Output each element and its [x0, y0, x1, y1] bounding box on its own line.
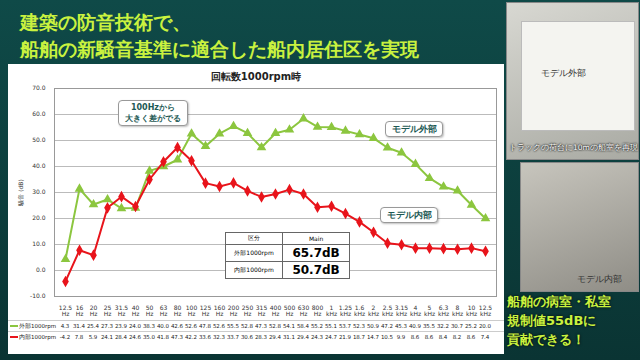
- svg-text:30.0: 30.0: [32, 188, 46, 195]
- svg-text:250Hz: 250Hz: [242, 304, 254, 317]
- svg-text:3.15kHz: 3.15kHz: [395, 304, 409, 317]
- html-text:モデル外部: モデル外部: [541, 68, 586, 78]
- html-text:トラックの荷台に10mの船室を再現: トラックの荷台に10mの船室を再現: [509, 143, 638, 152]
- svg-text:160Hz: 160Hz: [214, 304, 226, 317]
- svg-text:2.5kHz: 2.5kHz: [382, 304, 393, 317]
- html-text:内部1000rpm: 内部1000rpm: [234, 265, 274, 273]
- html-text:モデル内部: モデル内部: [386, 210, 432, 220]
- svg-text:12.5Hz: 12.5Hz: [59, 304, 73, 317]
- svg-text:100Hz: 100Hz: [186, 304, 198, 317]
- html-text:モデル外部: モデル外部: [391, 124, 437, 134]
- svg-text:1.6kHz: 1.6kHz: [354, 304, 365, 317]
- html-text:7.4: 7.4: [480, 334, 490, 340]
- svg-text:-10.0: -10.0: [30, 292, 46, 299]
- html-text:100Hzから 大きく差がでる: 100Hzから 大きく差がでる: [125, 103, 181, 123]
- html-text:建築の防音技術で、: 建築の防音技術で、: [20, 11, 191, 33]
- html-text:8.2: 8.2: [452, 334, 462, 340]
- svg-text:5kHz: 5kHz: [424, 304, 435, 317]
- html-text:回転数1000rpm時: 回転数1000rpm時: [210, 71, 302, 82]
- svg-text:125Hz: 125Hz: [200, 304, 212, 317]
- html-text:8.6: 8.6: [424, 334, 434, 340]
- svg-text:50.0: 50.0: [32, 136, 46, 143]
- svg-text:2kHz: 2kHz: [368, 304, 379, 317]
- svg-text:20.0: 20.0: [32, 214, 46, 221]
- svg-text:40Hz: 40Hz: [132, 304, 140, 317]
- svg-text:8kHz: 8kHz: [452, 304, 463, 317]
- svg-text:40.0: 40.0: [32, 162, 46, 169]
- html-text:5.9 24.1 28.4 24.6 35.0 41.8 4: 5.9 24.1 28.4 24.6 35.0 41.8 47.3 42.2 3…: [88, 334, 406, 340]
- html-text:船舶の新騒音基準に適合した船内居住区を実現: 船舶の新騒音基準に適合した船内居住区を実現: [20, 38, 419, 60]
- svg-text:20Hz: 20Hz: [90, 304, 98, 317]
- svg-text:31.5Hz: 31.5Hz: [115, 304, 129, 317]
- html-text:外部1000rpm: 外部1000rpm: [234, 248, 274, 256]
- svg-text:4kHz: 4kHz: [410, 304, 421, 317]
- svg-text:70.0: 70.0: [32, 84, 46, 91]
- svg-text:16Hz: 16Hz: [76, 304, 84, 317]
- svg-text:10kHz: 10kHz: [466, 304, 477, 317]
- svg-text:1.25kHz: 1.25kHz: [339, 304, 353, 317]
- html-text:モデル内部: モデル内部: [577, 274, 622, 284]
- svg-text:0.0: 0.0: [36, 266, 46, 273]
- svg-text:400Hz: 400Hz: [270, 304, 282, 317]
- html-text:50.7dB: 50.7dB: [292, 263, 340, 277]
- html-text:規制値55dBに: 規制値55dBに: [507, 313, 597, 328]
- svg-text:10.0: 10.0: [32, 240, 46, 247]
- html-text:Main: Main: [308, 235, 324, 242]
- svg-text:800Hz: 800Hz: [312, 304, 324, 317]
- svg-text:1kHz: 1kHz: [326, 304, 337, 317]
- svg-text:80Hz: 80Hz: [174, 304, 182, 317]
- html-text:4.3 31.4 25.4 27.3 23.9 24.0 3: 4.3 31.4 25.4 27.3 23.9 24.0 38.3 40.0 4…: [60, 323, 492, 329]
- svg-text:630Hz: 630Hz: [298, 304, 310, 317]
- svg-text:315Hz: 315Hz: [256, 304, 268, 317]
- html-text:区分: 区分: [248, 234, 260, 241]
- svg-text:50Hz: 50Hz: [146, 304, 154, 317]
- svg-text:500Hz: 500Hz: [284, 304, 296, 317]
- html-text:8.6: 8.6: [410, 334, 420, 340]
- html-text:貢献できる！: 貢献できる！: [507, 332, 585, 347]
- html-text:7.8: 7.8: [74, 334, 84, 340]
- svg-text:25Hz: 25Hz: [104, 304, 112, 317]
- html-text:65.7dB: 65.7dB: [292, 246, 340, 260]
- svg-text:200Hz: 200Hz: [228, 304, 240, 317]
- html-text:船舶の病室・私室: 船舶の病室・私室: [507, 294, 611, 309]
- html-text:8.6: 8.6: [466, 334, 476, 340]
- svg-text:12.5kHz: 12.5kHz: [479, 304, 493, 317]
- svg-text:6.3kHz: 6.3kHz: [438, 304, 449, 317]
- svg-text:騒音 (dB): 騒音 (dB): [17, 179, 24, 207]
- html-text:8.4: 8.4: [438, 334, 448, 340]
- html-text:外部1000rpm: 外部1000rpm: [19, 323, 57, 329]
- html-text:内部1000rpm -4.2: 内部1000rpm -4.2: [19, 334, 71, 340]
- svg-text:60.0: 60.0: [32, 110, 46, 117]
- svg-text:63Hz: 63Hz: [160, 304, 168, 317]
